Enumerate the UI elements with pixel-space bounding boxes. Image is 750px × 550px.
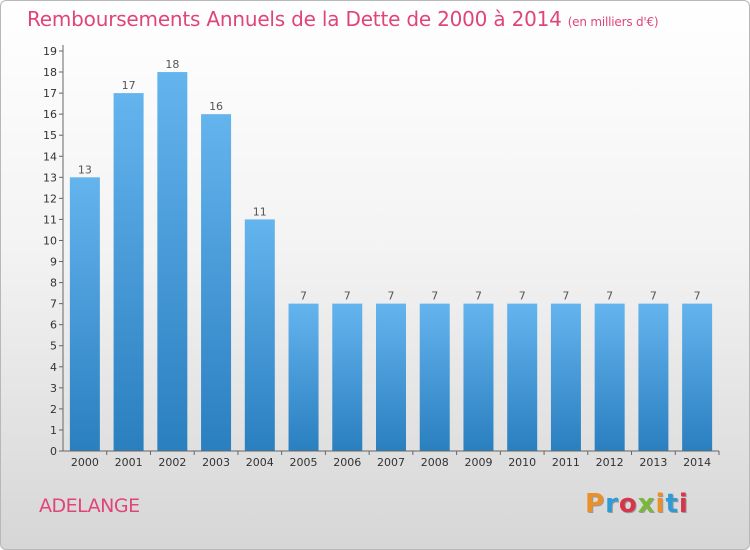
y-tick-label: 18 [43, 66, 57, 79]
x-tick-label: 2009 [464, 456, 492, 469]
data-label: 7 [431, 290, 438, 303]
logo-letter: i [655, 489, 666, 519]
bar-2008 [419, 303, 450, 451]
bar-2007 [376, 303, 406, 451]
x-tick-label: 2011 [552, 456, 580, 469]
bar-2001 [113, 93, 144, 452]
x-tick-label: 2007 [377, 456, 405, 469]
y-tick-label: 13 [43, 171, 57, 184]
data-label: 16 [209, 100, 223, 113]
data-label: 18 [165, 58, 179, 71]
chart-title-text: Remboursements Annuels de la Dette de 20… [27, 7, 562, 31]
data-label: 7 [694, 290, 701, 303]
x-tick-label: 2010 [508, 456, 536, 469]
logo-letter: r [605, 489, 619, 519]
y-tick-label: 0 [50, 445, 57, 458]
y-tick-label: 5 [50, 340, 57, 353]
bar-2002 [157, 72, 188, 451]
logo-letter: x [637, 489, 656, 519]
bar-2013 [638, 303, 669, 451]
data-label: 7 [388, 290, 395, 303]
bar-2010 [507, 303, 538, 451]
x-tick-label: 2004 [246, 456, 274, 469]
bar-2000 [69, 177, 100, 451]
x-tick-label: 2013 [639, 456, 667, 469]
y-tick-label: 2 [50, 403, 57, 416]
y-tick-label: 8 [50, 277, 57, 290]
y-tick-label: 11 [43, 213, 57, 226]
x-tick-label: 2001 [115, 456, 143, 469]
x-tick-label: 2006 [333, 456, 361, 469]
y-tick-label: 7 [50, 298, 57, 311]
bar-2011 [550, 303, 581, 451]
data-label: 7 [475, 290, 482, 303]
y-tick-label: 6 [50, 319, 57, 332]
y-tick-label: 1 [50, 424, 57, 437]
bar-2005 [288, 303, 319, 451]
x-tick-label: 2000 [71, 456, 99, 469]
location-label: ADELANGE [39, 495, 140, 517]
y-tick-label: 3 [50, 382, 57, 395]
bar-2003 [201, 114, 232, 451]
bar-2006 [332, 303, 363, 451]
x-tick-label: 2002 [158, 456, 186, 469]
x-tick-label: 2003 [202, 456, 230, 469]
data-label: 7 [606, 290, 613, 303]
logo-letter: P [585, 489, 606, 519]
data-label: 7 [519, 290, 526, 303]
y-tick-label: 4 [50, 361, 57, 374]
data-label: 7 [562, 290, 569, 303]
y-tick-label: 9 [50, 256, 57, 269]
bar-2014 [682, 303, 713, 451]
bar-2012 [594, 303, 625, 451]
data-label: 7 [300, 290, 307, 303]
chart-unit: (en milliers d'€) [567, 15, 659, 29]
x-tick-label: 2005 [290, 456, 318, 469]
chart-title: Remboursements Annuels de la Dette de 20… [27, 7, 659, 31]
bar-2009 [463, 303, 494, 451]
x-tick-label: 2014 [683, 456, 711, 469]
data-label: 7 [344, 290, 351, 303]
data-label: 7 [650, 290, 657, 303]
logo-letter: i [678, 489, 689, 519]
data-label: 11 [253, 205, 267, 218]
y-tick-label: 10 [43, 234, 57, 247]
proxiti-logo[interactable]: Proxiti [585, 489, 689, 519]
y-tick-label: 12 [43, 192, 57, 205]
y-tick-label: 16 [43, 108, 57, 121]
data-label: 13 [78, 163, 92, 176]
bar-2004 [244, 219, 275, 451]
x-tick-label: 2012 [596, 456, 624, 469]
x-tick-label: 2008 [421, 456, 449, 469]
y-tick-label: 14 [43, 150, 57, 163]
data-label: 17 [122, 79, 136, 92]
y-tick-label: 17 [43, 87, 57, 100]
y-tick-label: 15 [43, 129, 57, 142]
logo-letter: t [665, 489, 679, 519]
logo-letter: o [618, 489, 638, 519]
y-tick-label: 19 [43, 45, 57, 58]
